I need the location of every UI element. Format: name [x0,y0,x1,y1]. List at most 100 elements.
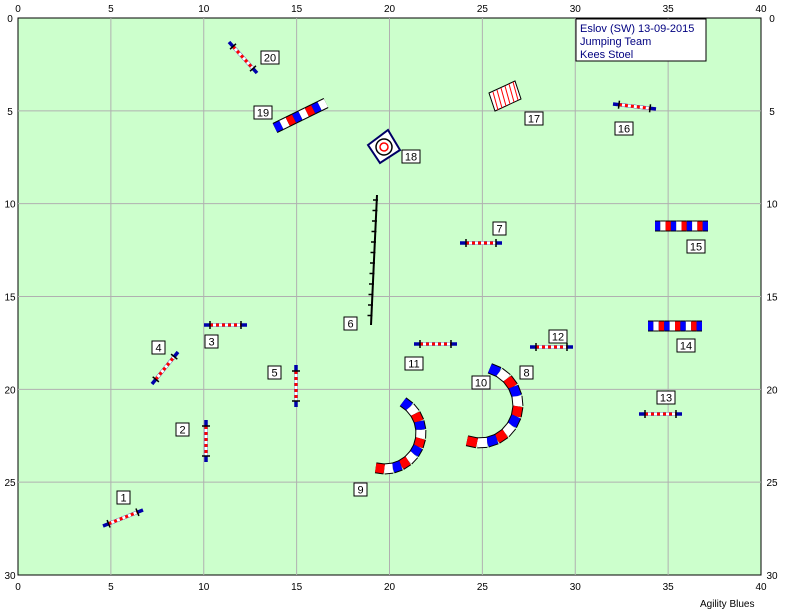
tunnel-segment [404,451,418,464]
obstacle-number-label: 11 [404,356,424,371]
weave-poles [367,194,378,326]
y-tick-label-left: 0 [7,14,13,25]
jump-stand [229,43,237,50]
label-text: 17 [528,114,540,126]
obstacle-number-label: 6 [343,316,358,331]
obstacle-number-label: 16 [614,121,634,136]
label-box [267,365,282,380]
tunnel-segment [304,105,316,117]
tunnel-segment [496,368,511,383]
label-box [492,221,507,236]
jump-pole-stripes [108,510,138,526]
label-text: 2 [179,425,185,437]
x-tick-label-top: 15 [291,4,303,15]
tunnel-obstacle [374,397,427,475]
label-box [401,149,421,164]
wall-base [488,80,522,112]
jump-stand [106,519,111,528]
x-tick-label-top: 30 [570,4,582,15]
jump-obstacle [612,100,657,113]
label-text: 14 [680,341,692,353]
jump-pole-stripes [154,355,176,381]
tunnel-segment [512,395,523,407]
label-text: 3 [208,337,214,349]
tunnel-segment [273,120,284,133]
tunnel-segment [411,411,424,424]
label-text: 9 [357,485,363,497]
label-box [151,340,166,355]
jump-obstacle [460,239,502,247]
label-text: 1 [120,493,126,505]
tyre-obstacle [366,128,402,165]
label-text: 15 [690,242,702,254]
x-tick-label-top: 10 [198,4,210,15]
tunnel-segment [279,117,290,129]
jump-obstacle [530,343,573,351]
obstacle-number-label: 19 [253,105,273,120]
obstacle-number-label: 15 [686,239,706,254]
wall-obstacle [488,80,522,112]
label-box [260,50,280,65]
obstacle-number-label: 8 [519,365,534,380]
label-box [204,334,219,349]
label-text: 12 [552,332,564,344]
x-tick-label-bottom: 10 [198,582,210,593]
jump-stand [249,65,257,72]
tyre-frame [366,128,402,165]
y-tick-label-right: 20 [766,385,778,396]
label-text: 20 [264,53,276,65]
tunnel-segment [400,398,413,411]
wall-stripe [508,83,515,103]
tunnel-segment [398,456,411,470]
jump-stand [152,376,160,383]
wall-stripe [496,89,503,109]
tunnel-segment [317,98,328,111]
x-tick-label-bottom: 15 [291,582,303,593]
obstacle-number-label: 13 [656,390,676,405]
y-tick-label-left: 30 [4,571,16,582]
x-tick-label-bottom: 25 [477,582,489,593]
tunnel-segment [413,437,425,448]
tunnel-segment [501,422,516,437]
label-box [404,356,424,371]
jump-obstacle [204,321,247,329]
label-box [656,390,676,405]
tunnel-segment [311,102,322,114]
obstacles-layer [102,40,708,528]
label-box [116,490,131,505]
label-text: 18 [405,152,417,164]
obstacle-number-label: 9 [353,482,368,497]
label-box [548,329,568,344]
tunnel-segment [466,436,478,448]
jump-pole-stripes [618,103,651,110]
tunnel-segment [298,108,309,120]
tunnel-obstacle [272,98,329,133]
tunnel-segment [292,111,303,123]
label-box [343,316,358,331]
tunnel-segment [476,437,488,448]
y-tick-label-right: 30 [766,571,778,582]
obstacle-number-label: 18 [401,149,421,164]
label-text: 7 [496,224,502,236]
y-tick-label-right: 5 [769,107,775,118]
info-box: Eslov (SW) 13-09-2015 Jumping Team Kees … [575,18,707,62]
obstacle-number-label: 2 [175,422,190,437]
y-tick-label-right: 15 [766,293,778,304]
obstacle-number-label: 20 [260,50,280,65]
x-tick-label-bottom: 30 [570,582,582,593]
x-tick-label-bottom: 5 [108,582,114,593]
x-tick-label-top: 35 [663,4,675,15]
jump-stand [170,353,178,360]
x-tick-label-top: 20 [384,4,396,15]
weave-base [370,194,378,326]
tunnel-segment [406,404,419,417]
label-box [686,239,706,254]
info-event: Eslov (SW) 13-09-2015 [580,23,694,35]
y-tick-label-right: 10 [766,200,778,211]
tunnel-segment [285,114,297,126]
label-text: 10 [475,378,487,390]
tunnel-segment [503,375,517,390]
